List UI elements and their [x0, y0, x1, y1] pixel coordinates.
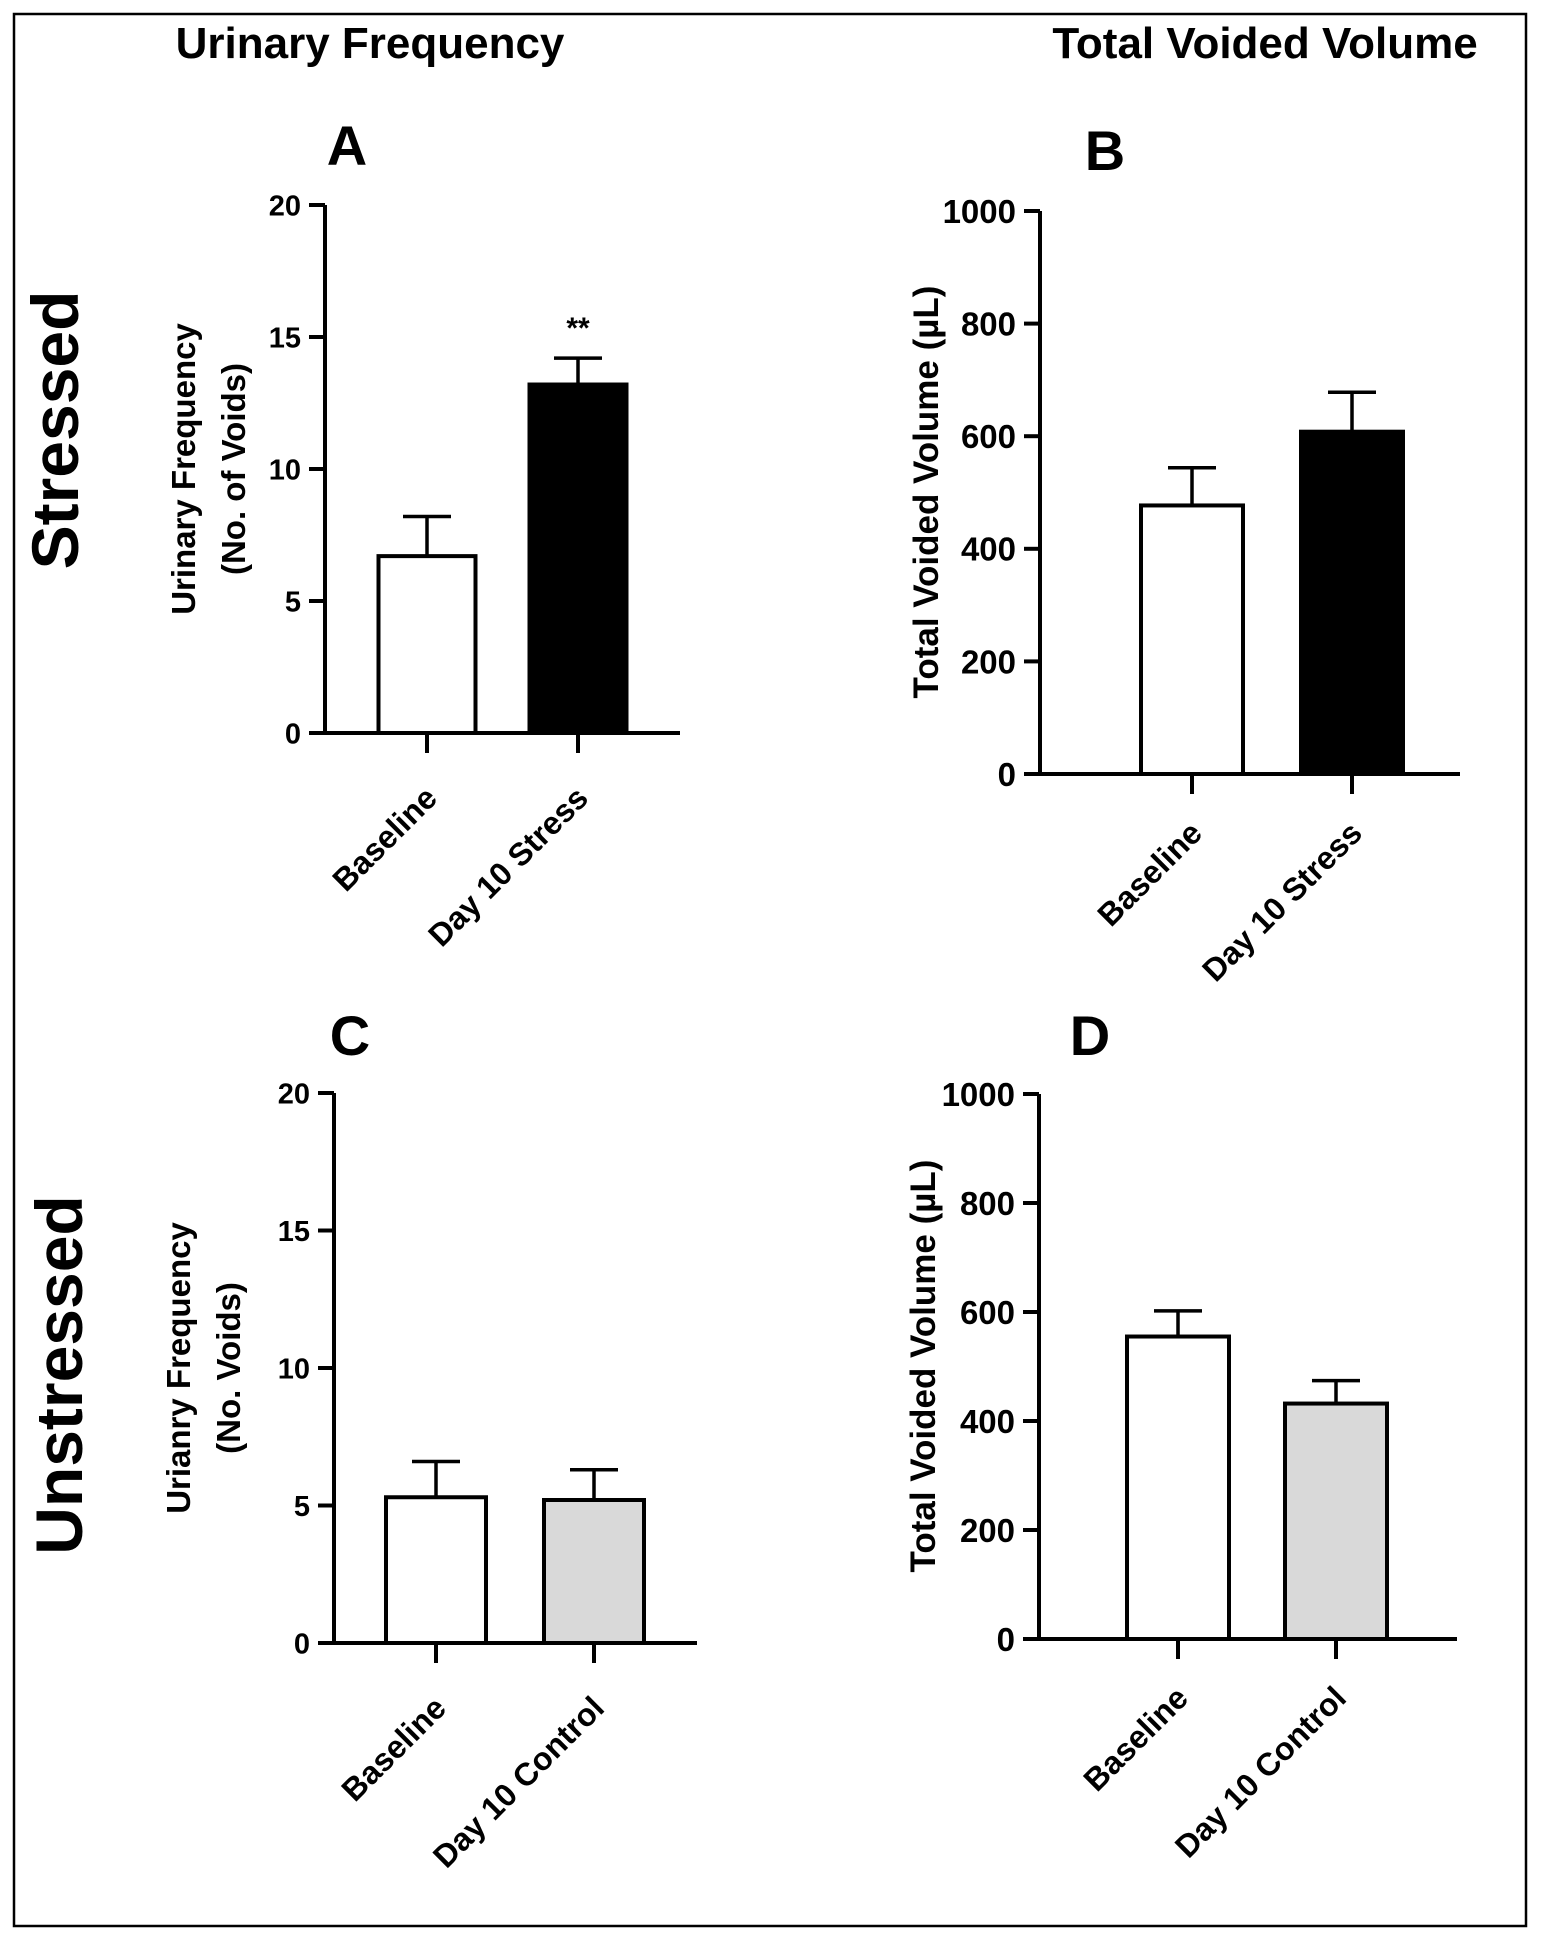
- panel-c: C Urianry Frequency (No. Voids) 0 5 10 15 20 Bas…: [160, 1004, 697, 1875]
- bar: [384, 1495, 488, 1645]
- x-tick-label: Day 10 Control: [1168, 1679, 1353, 1864]
- y-axis-label: Total Voided Volume (µL): [904, 1160, 943, 1573]
- column-header-urinary-frequency: Urinary Frequency: [176, 19, 565, 68]
- bar: [542, 1498, 646, 1645]
- x-tick-label: Baseline: [1090, 814, 1209, 933]
- bar: [1139, 503, 1245, 776]
- y-tick-label: 15: [278, 1216, 310, 1248]
- y-tick-label: 20: [278, 1078, 310, 1110]
- y-axis-label: Urianry Frequency: [160, 1222, 197, 1514]
- y-tick-label: 0: [997, 1621, 1015, 1658]
- y-axis-label: Urinary Frequency: [165, 323, 202, 615]
- y-tick-label: 200: [961, 643, 1016, 680]
- bar: [1283, 1401, 1389, 1642]
- figure-border: [12, 12, 1528, 1928]
- y-tick-label: 0: [998, 756, 1016, 793]
- bar: [1125, 1334, 1231, 1642]
- y-tick-label: 400: [961, 531, 1016, 568]
- bar: [376, 554, 478, 735]
- panel-letter: D: [1070, 1004, 1110, 1067]
- y-tick-label: 400: [960, 1403, 1015, 1440]
- row-header-stressed: Stressed: [18, 291, 92, 570]
- y-tick-label: 600: [960, 1294, 1015, 1331]
- panel-letter: B: [1085, 119, 1125, 182]
- y-tick-label: 200: [960, 1512, 1015, 1549]
- panel-letter: A: [327, 114, 367, 177]
- y-tick-label: 20: [269, 190, 301, 222]
- x-tick-label: Baseline: [325, 779, 444, 898]
- panel-a: A Urinary Frequency (No. of Voids) 0 5 10 15 20…: [165, 114, 680, 953]
- y-tick-label: 1000: [943, 193, 1016, 230]
- bar: [527, 382, 629, 735]
- panel-d: D Total Voided Volume (µL) 0 200 400 600 800 10…: [904, 1004, 1457, 1865]
- x-tick-label: Day 10 Stress: [1195, 814, 1369, 988]
- y-tick-label: 0: [294, 1628, 310, 1660]
- x-tick-label: Baseline: [334, 1689, 453, 1808]
- y-tick-label: 15: [269, 322, 301, 354]
- y-axis-label: (No. Voids): [210, 1282, 247, 1454]
- y-tick-label: 800: [960, 1185, 1015, 1222]
- y-tick-label: 10: [278, 1353, 310, 1385]
- y-axis-label: (No. of Voids): [215, 363, 252, 575]
- significance-label: **: [566, 312, 590, 345]
- y-tick-label: 1000: [942, 1076, 1015, 1113]
- y-tick-label: 10: [269, 454, 301, 486]
- bar: [1299, 429, 1405, 776]
- y-tick-label: 5: [285, 586, 301, 618]
- panels: A Urinary Frequency (No. of Voids) 0 5 10 15 20…: [160, 114, 1460, 1875]
- y-axis-label: Total Voided Volume (µL): [907, 286, 946, 699]
- y-tick-label: 600: [961, 418, 1016, 455]
- y-tick-label: 800: [961, 305, 1016, 342]
- panel-letter: C: [330, 1004, 370, 1067]
- column-header-total-voided-volume: Total Voided Volume: [1052, 19, 1477, 68]
- x-tick-label: Baseline: [1076, 1679, 1195, 1798]
- x-tick-label: Day 10 Control: [426, 1689, 611, 1874]
- y-tick-label: 5: [294, 1491, 310, 1523]
- panel-b: B Total Voided Volume (µL) 0 200 400 600 800 10…: [907, 119, 1460, 988]
- row-header-unstressed: Unstressed: [22, 1195, 96, 1555]
- x-tick-label: Day 10 Stress: [421, 779, 595, 953]
- y-tick-label: 0: [285, 718, 301, 750]
